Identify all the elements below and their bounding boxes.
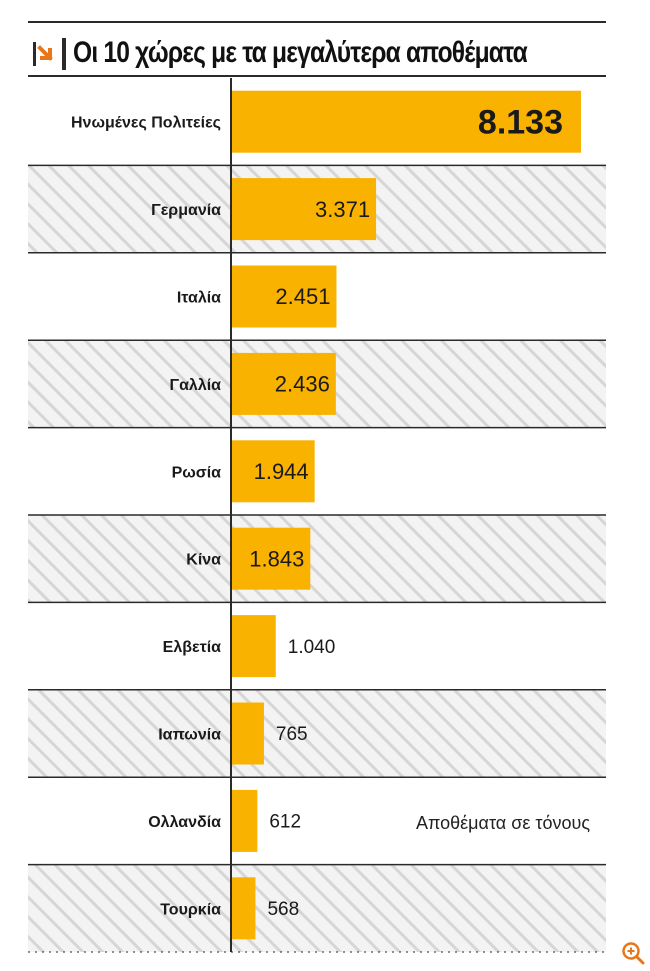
category-label: Γερμανία xyxy=(151,202,221,219)
category-label: Τουρκία xyxy=(160,901,221,918)
value-label: 1.944 xyxy=(254,459,309,484)
arrow-down-right-icon xyxy=(32,41,58,67)
chart-title: Οι 10 χώρες με τα μεγαλύτερα αποθέματα xyxy=(73,36,528,69)
value-label: 568 xyxy=(267,899,299,920)
category-label: Ιταλία xyxy=(177,290,221,307)
category-label: Ρωσία xyxy=(172,464,222,481)
zoom-in-icon[interactable] xyxy=(620,940,646,966)
category-label: Ιαπωνία xyxy=(158,727,221,744)
bar xyxy=(231,615,276,678)
value-label: 3.371 xyxy=(315,197,370,222)
category-label: Ολλανδία xyxy=(148,814,221,831)
category-label: Κίνα xyxy=(186,552,221,569)
bar xyxy=(231,440,315,503)
row-stripe xyxy=(28,864,606,952)
category-label: Γαλλία xyxy=(169,377,221,394)
row-stripe xyxy=(28,515,606,603)
bar xyxy=(231,265,337,328)
value-label: 2.436 xyxy=(275,372,330,397)
value-label: 1.843 xyxy=(249,546,304,571)
title-divider xyxy=(62,38,66,70)
value-label: 1.040 xyxy=(288,637,336,658)
bar xyxy=(231,178,377,241)
units-annotation: Αποθέματα σε τόνους xyxy=(416,813,590,833)
category-label: Ελβετία xyxy=(163,639,222,656)
category-label: Ηνωμένες Πολιτείες xyxy=(71,115,221,132)
row-stripe xyxy=(28,689,606,778)
value-label: 2.451 xyxy=(275,284,330,309)
bar xyxy=(231,877,256,940)
bar xyxy=(231,352,336,415)
value-label: 612 xyxy=(269,812,301,833)
value-label: 8.133 xyxy=(478,104,563,142)
top-rule xyxy=(28,21,606,23)
title-rule xyxy=(28,75,606,77)
value-label: 765 xyxy=(276,724,308,745)
bar xyxy=(231,789,258,852)
bar xyxy=(231,90,581,153)
bar xyxy=(231,702,264,765)
bar xyxy=(231,527,311,590)
